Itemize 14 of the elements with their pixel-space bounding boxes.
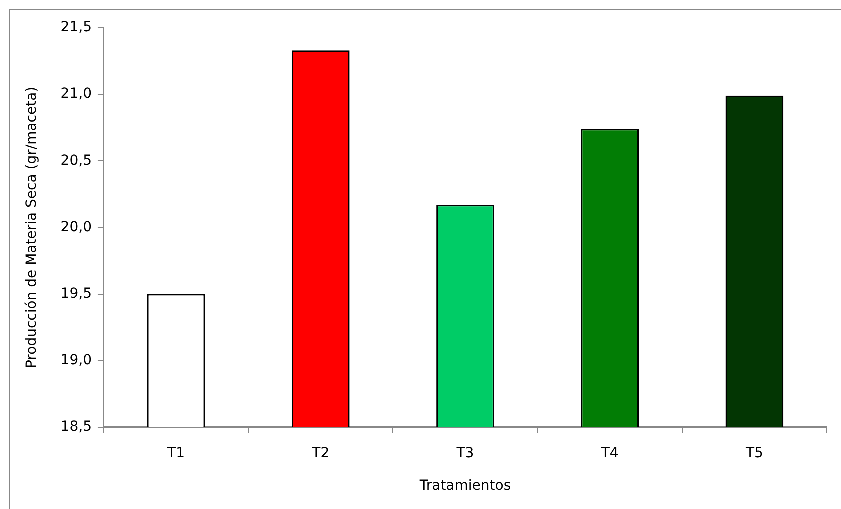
- y-tick-label: 21,0: [60, 86, 92, 102]
- y-tick-label: 18,5: [60, 419, 92, 436]
- x-tick-label: T1: [166, 445, 186, 462]
- y-tick-label: 21,5: [60, 20, 92, 36]
- y-tick-label: 19,0: [60, 352, 92, 368]
- x-tick-label: T2: [311, 445, 330, 462]
- y-tick-label: 20,5: [60, 152, 92, 169]
- x-tick-label: T3: [456, 445, 474, 462]
- y-tick-label: 20,0: [60, 219, 92, 236]
- x-tick-label: T5: [744, 445, 764, 462]
- y-tick-label: 19,5: [60, 286, 92, 302]
- x-axis-title: Tratamientos: [418, 478, 512, 494]
- y-axis-title: Producción de Materia Seca (gr/maceta): [24, 86, 40, 369]
- x-tick-label: T4: [600, 445, 619, 462]
